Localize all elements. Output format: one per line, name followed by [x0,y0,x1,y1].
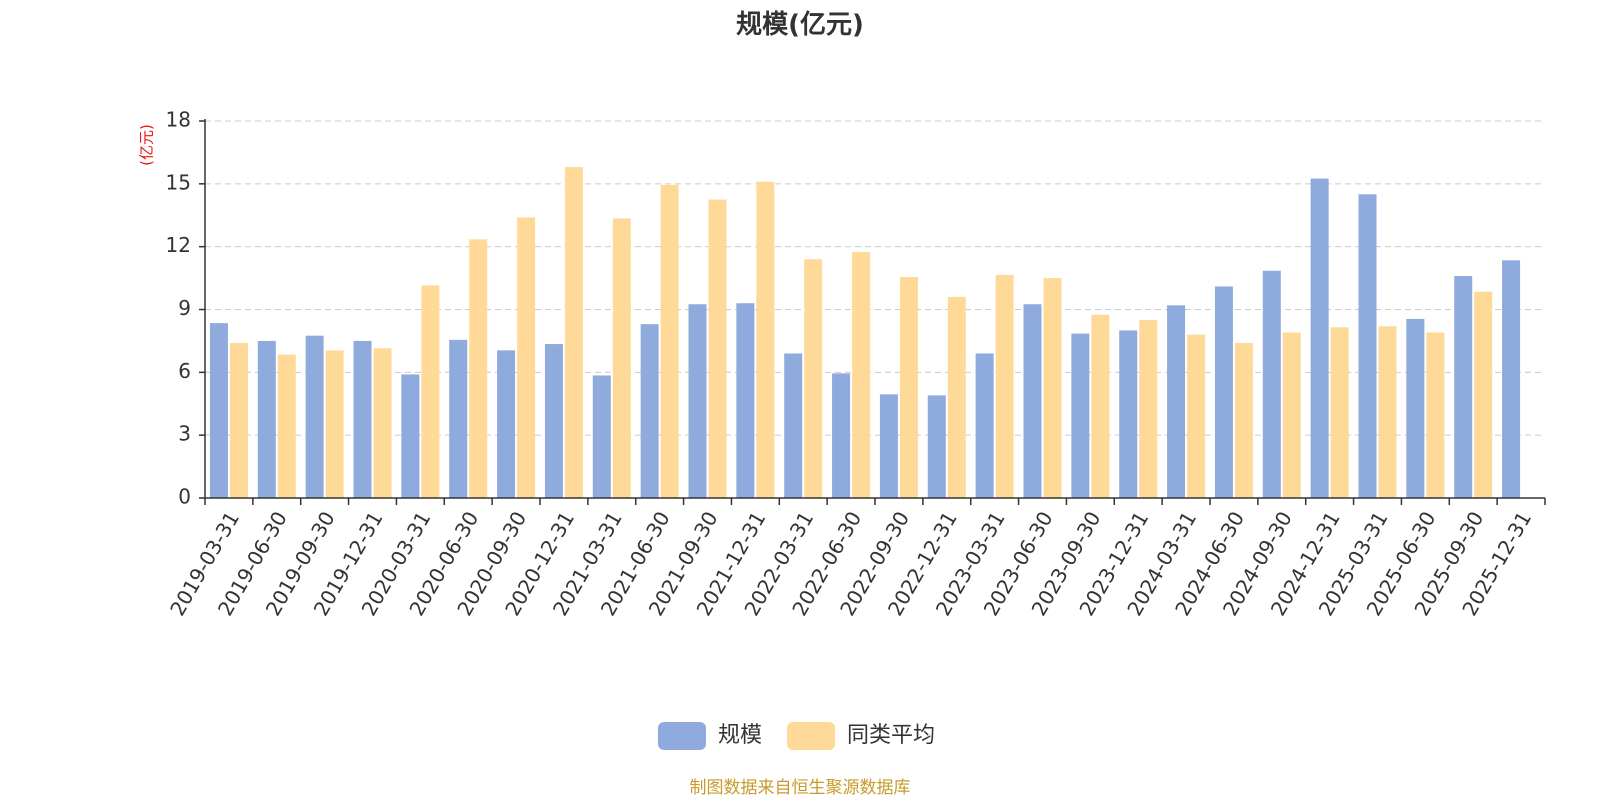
bar-series2-2020-09-30 [517,217,536,498]
bar-series1-2023-09-30 [1071,333,1090,498]
bar-series1-2019-06-30 [257,340,276,498]
legend: 规模 同类平均 [658,722,935,750]
legend-label-series2: 同类平均 [847,723,935,748]
bar-series1-2024-12-31 [1310,178,1329,498]
legend-swatch-series2 [787,722,835,750]
bar-series1-2020-09-30 [497,350,516,498]
bar-series1-2023-03-31 [975,353,994,498]
legend-label-series1: 规模 [718,723,762,748]
bar-series1-2024-09-30 [1262,270,1281,498]
bar-series2-2022-06-30 [852,251,871,498]
bar-series1-2024-03-31 [1167,305,1186,498]
y-tick-label-6: 6 [178,359,191,383]
bar-series1-2021-12-31 [736,303,755,498]
x-tick-labels: 2019-03-312019-06-302019-09-302019-12-31… [165,507,1536,620]
bar-series1-2022-03-31 [784,353,803,498]
bar-series2-2024-03-31 [1187,334,1206,498]
bar-series2-2024-09-30 [1282,332,1301,498]
y-tick-label-12: 12 [166,233,191,257]
bar-series2-2019-03-31 [229,343,248,498]
y-tick-label-18: 18 [166,108,191,132]
y-axis-unit-label: (亿元) [138,124,156,166]
bar-series2-2023-06-30 [1043,278,1062,498]
bar-series2-2020-06-30 [469,239,488,498]
bar-series2-2022-12-31 [947,296,966,498]
y-tick-label-3: 3 [178,422,191,446]
bar-series2-2022-03-31 [804,259,823,498]
bar-series1-2024-06-30 [1214,286,1233,498]
bar-series2-2020-03-31 [421,285,440,498]
bar-series1-2021-09-30 [688,304,707,498]
bar-series2-2025-09-30 [1474,291,1493,498]
bar-series1-2023-06-30 [1023,304,1042,498]
bars [209,167,1521,499]
bar-series1-2020-06-30 [449,339,468,498]
bar-series1-2021-06-30 [640,324,659,498]
bar-series2-2024-12-31 [1330,327,1349,498]
bar-series2-2021-03-31 [612,218,631,498]
bar-series2-2023-03-31 [995,274,1014,498]
y-tick-label-15: 15 [166,170,191,194]
bar-series2-2022-09-30 [899,277,918,498]
bar-series2-2019-06-30 [277,354,296,498]
bar-series2-2025-03-31 [1378,326,1397,498]
bar-series2-2024-06-30 [1234,343,1253,498]
bar-series2-2023-12-31 [1139,319,1158,498]
bar-series1-2020-12-31 [544,344,563,498]
bar-series2-2021-09-30 [708,199,727,498]
bar-series2-2025-06-30 [1426,332,1445,498]
source-note: 制图数据来自恒生聚源数据库 [690,778,911,798]
bar-series1-2019-12-31 [353,340,372,498]
bar-series2-2023-09-30 [1091,314,1110,498]
bar-series1-2022-12-31 [927,395,946,498]
bar-series1-2023-12-31 [1119,330,1138,498]
y-tick-label-9: 9 [178,296,191,320]
bar-series2-2021-12-31 [756,181,775,498]
chart-title: 规模(亿元) [736,10,864,40]
bar-series1-2025-03-31 [1358,194,1377,499]
bar-series1-2020-03-31 [401,374,420,498]
bar-series2-2019-09-30 [325,350,344,498]
bar-series1-2019-03-31 [209,323,228,498]
bar-series2-2021-06-30 [660,184,679,498]
bar-series1-2019-09-30 [305,335,324,498]
bar-series1-2025-06-30 [1406,318,1425,498]
bar-series1-2022-06-30 [832,373,851,498]
bar-series2-2019-12-31 [373,348,392,498]
axes [199,119,1546,505]
legend-swatch-series1 [658,722,706,750]
bar-series1-2025-12-31 [1502,260,1521,498]
y-tick-label-0: 0 [178,485,191,509]
bar-series2-2020-12-31 [564,167,583,499]
bar-series1-2025-09-30 [1454,275,1473,498]
y-tick-labels: 0 3 6 9 12 15 18 [166,108,191,509]
bar-series1-2021-03-31 [592,375,611,498]
bar-series1-2022-09-30 [879,394,898,498]
